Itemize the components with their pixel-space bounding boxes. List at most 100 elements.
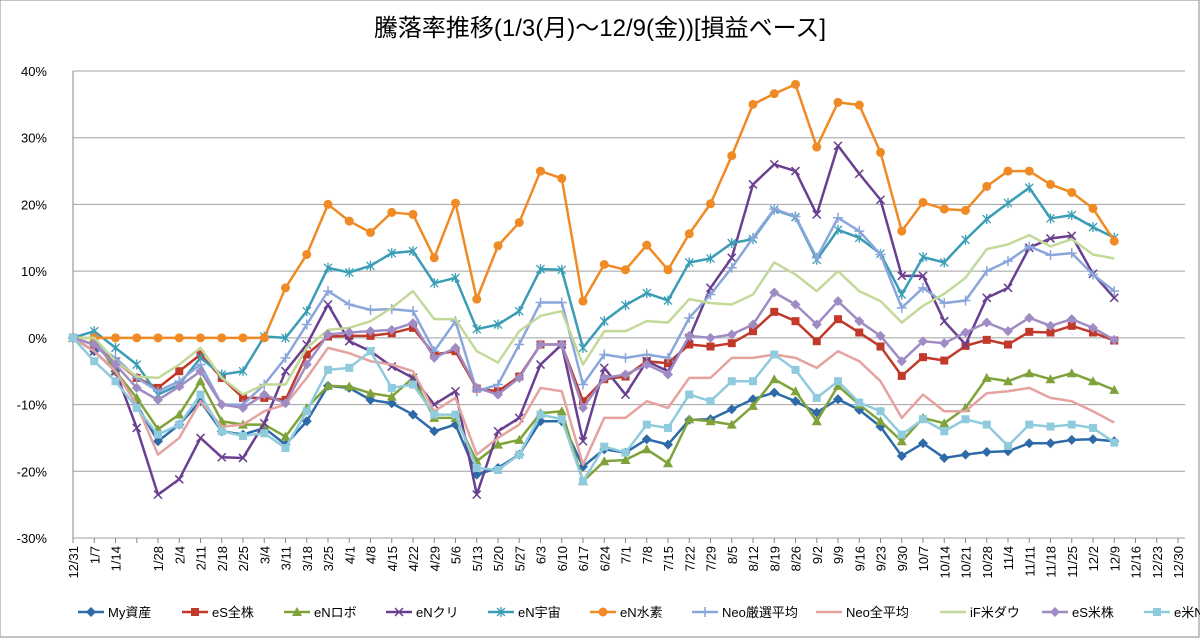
marker (981, 266, 992, 277)
x-tick-label: 7/15 (661, 546, 676, 571)
marker (111, 333, 120, 343)
marker (280, 352, 291, 363)
x-tick-label: 5/27 (512, 546, 527, 571)
x-tick-label: 11/25 (1065, 546, 1080, 578)
marker (238, 402, 248, 413)
x-tick-label: 6/17 (576, 546, 591, 571)
marker (1050, 607, 1060, 617)
marker (493, 379, 503, 390)
marker (982, 335, 991, 344)
marker (451, 198, 460, 208)
marker (1066, 368, 1077, 378)
marker (217, 333, 227, 343)
marker (1089, 423, 1097, 432)
legend-label: eN宇宙 (518, 605, 561, 620)
y-tick-label: 0% (28, 331, 47, 346)
marker (408, 409, 418, 420)
marker (557, 415, 566, 424)
marker (727, 377, 736, 386)
marker (685, 340, 694, 349)
marker (748, 400, 758, 410)
marker (749, 377, 757, 386)
marker (556, 406, 567, 416)
marker (684, 414, 695, 424)
marker (302, 306, 312, 317)
marker (790, 396, 801, 407)
series-line (72, 207, 1116, 406)
marker (387, 383, 396, 392)
marker (641, 349, 652, 360)
marker (238, 453, 248, 463)
marker (1003, 256, 1013, 267)
marker (238, 333, 248, 343)
x-tick-label: 2/18 (215, 546, 230, 571)
marker (301, 416, 312, 427)
marker (175, 367, 184, 376)
marker (939, 338, 950, 349)
x-tick-label: 1/14 (109, 546, 124, 571)
x-tick-label: 11/18 (1044, 546, 1059, 578)
marker (301, 319, 312, 330)
marker (175, 420, 184, 429)
marker (578, 342, 588, 353)
marker (1025, 327, 1034, 336)
marker (621, 448, 630, 457)
marker (727, 339, 736, 348)
marker (621, 300, 630, 311)
y-tick-label: 30% (21, 131, 47, 146)
marker (833, 380, 843, 390)
series-line (72, 186, 1115, 396)
marker (833, 296, 843, 307)
marker (598, 607, 608, 617)
marker (579, 477, 587, 486)
marker (535, 360, 546, 370)
marker (919, 353, 927, 362)
marker (429, 426, 440, 437)
marker (748, 179, 758, 189)
marker (833, 97, 843, 107)
marker (323, 262, 333, 273)
marker (918, 438, 928, 449)
marker (450, 342, 461, 353)
marker (982, 293, 992, 303)
marker (642, 420, 651, 429)
marker (472, 324, 482, 335)
marker (1088, 434, 1098, 445)
marker (472, 294, 482, 304)
x-tick-label: 8/26 (789, 546, 804, 571)
marker (896, 356, 907, 367)
marker (515, 450, 524, 459)
marker (769, 159, 779, 169)
marker (1003, 198, 1013, 209)
marker (791, 79, 800, 89)
x-tick-label: 11/4 (1001, 546, 1016, 570)
marker (600, 442, 609, 451)
marker (790, 386, 801, 396)
marker (790, 166, 801, 176)
marker (726, 329, 737, 340)
marker (620, 454, 631, 464)
marker (344, 267, 354, 278)
marker (663, 369, 673, 380)
marker (1067, 210, 1077, 221)
x-tick-label: 10/14 (937, 546, 952, 579)
marker (301, 359, 312, 370)
marker (685, 390, 694, 399)
marker (153, 394, 163, 405)
marker (302, 249, 312, 259)
marker (684, 330, 695, 341)
marker (195, 366, 206, 377)
marker (1045, 233, 1056, 243)
legend-label: Neo全平均 (846, 605, 909, 620)
marker (961, 234, 970, 245)
marker (769, 89, 779, 99)
marker (834, 315, 842, 324)
marker (578, 296, 588, 306)
marker (217, 427, 226, 436)
marker (1110, 438, 1119, 447)
chart-title: 騰落率推移(1/3(月)～12/9(金))[損益ベース] (374, 15, 826, 42)
marker (663, 352, 673, 363)
marker (259, 418, 269, 428)
marker (386, 391, 397, 401)
marker (429, 352, 440, 363)
